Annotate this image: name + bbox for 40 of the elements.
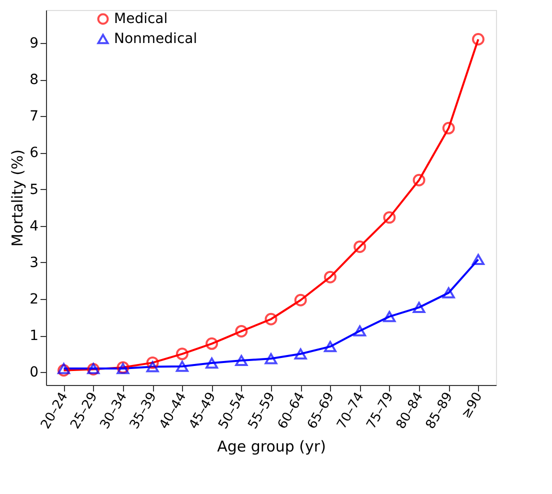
point: [206, 337, 218, 350]
point: [294, 294, 307, 306]
point: [294, 348, 307, 360]
point: [264, 312, 278, 326]
y-tick-label: 6: [30, 145, 39, 162]
point: [235, 354, 248, 366]
point: [324, 341, 336, 352]
point: [176, 360, 188, 372]
point: [354, 240, 366, 253]
point: [264, 353, 278, 364]
point: [383, 211, 396, 224]
y-tick-label: 3: [30, 254, 38, 271]
point: [58, 362, 70, 374]
point: [412, 302, 426, 313]
y-tick-label: 4: [30, 218, 39, 234]
point: [324, 270, 336, 284]
y-tick-label: 5: [30, 182, 38, 198]
legend-label: Medical: [114, 11, 168, 27]
point: [146, 361, 159, 372]
x-axis-title: Age group (yr): [217, 437, 326, 456]
point: [412, 174, 426, 186]
legend-label: Nonmedical: [114, 31, 198, 47]
y-tick-label: 1: [30, 328, 38, 344]
y-tick-label: 7: [30, 108, 38, 125]
y-tick-label: 9: [30, 35, 38, 52]
point: [206, 358, 218, 369]
point: [472, 33, 484, 46]
point: [58, 364, 70, 377]
point: [354, 325, 366, 336]
y-axis-title: Mortality (%): [8, 149, 27, 247]
point: [235, 324, 248, 338]
point: [442, 122, 455, 134]
y-tick-label: 2: [30, 292, 38, 308]
point: [146, 356, 159, 369]
point: [472, 254, 484, 266]
point: [442, 287, 455, 298]
y-tick-label: 8: [30, 72, 38, 88]
point: [383, 311, 396, 322]
point: [176, 348, 188, 360]
y-tick-label: 0: [30, 364, 38, 381]
